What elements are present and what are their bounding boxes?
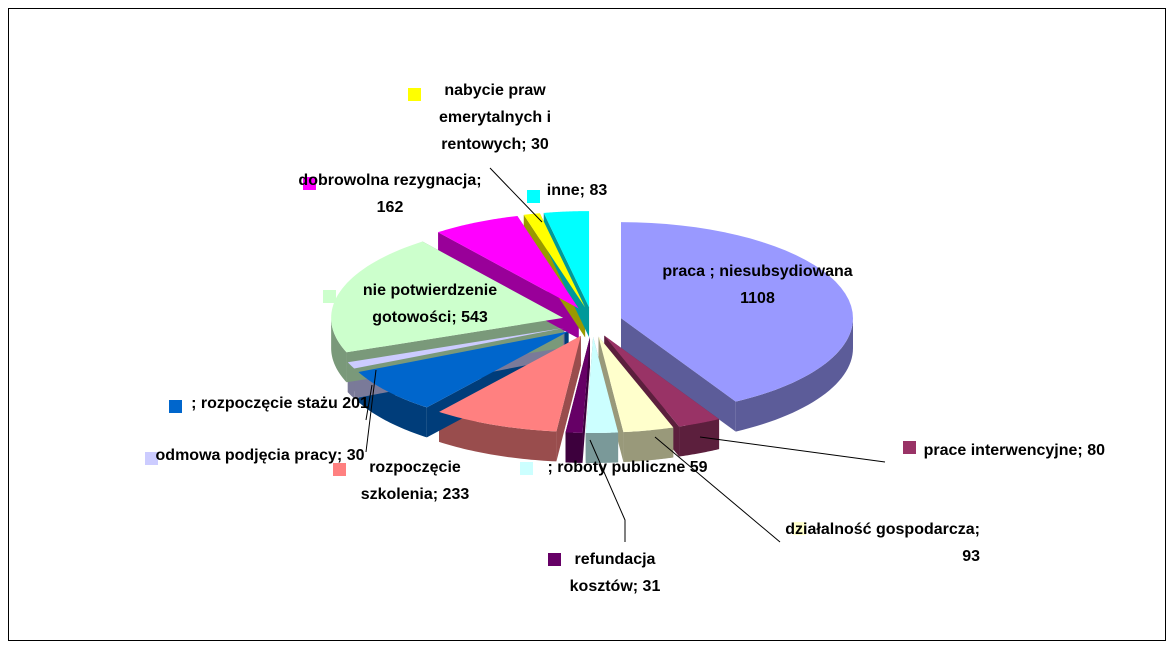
data-label: prace interwencyjne; 80	[890, 437, 1105, 464]
label-category: praca ; niesubsydiowana	[662, 263, 853, 280]
slice-side	[735, 318, 854, 432]
label-value: 1108	[740, 290, 775, 307]
data-label: nie potwierdzenie gotowości; 543	[330, 277, 530, 331]
label-value: 543	[461, 309, 488, 326]
legend-key	[303, 177, 316, 190]
legend-key	[903, 441, 916, 454]
slice	[358, 331, 569, 408]
legend-key	[408, 88, 421, 101]
slice	[347, 327, 565, 369]
slice	[439, 335, 581, 432]
legend-key	[323, 290, 336, 303]
leader-line	[365, 369, 377, 453]
label-value: 93	[962, 548, 980, 565]
data-label: dobrowolna rezygnacja; 162	[295, 167, 485, 221]
label-category: działalność gospodarcza;	[785, 521, 980, 538]
data-label: odmowa podjęcia pracy; 30	[140, 442, 380, 469]
slice	[331, 241, 564, 353]
data-label: inne; 83	[522, 177, 632, 204]
leader-line	[589, 439, 626, 542]
slice-side	[565, 432, 583, 463]
label-category: dobrowolna rezygnacja;	[298, 172, 482, 189]
slice	[585, 336, 619, 433]
label-value: 59	[689, 459, 708, 476]
slice	[438, 215, 579, 309]
slice	[543, 211, 590, 308]
label-category: refundacja kosztów;	[569, 551, 656, 595]
data-label: rozpoczęcie szkolenia; 233	[330, 454, 500, 508]
data-label: refundacja kosztów; 31	[540, 546, 690, 600]
leader-line	[699, 436, 886, 463]
label-value: 83	[589, 182, 608, 199]
slice-wall	[621, 318, 736, 432]
label-value: 201	[342, 395, 369, 412]
leader-line	[365, 384, 373, 421]
legend-key	[548, 553, 561, 566]
legend-key	[145, 452, 158, 465]
slice-side	[331, 317, 347, 383]
label-category: nabycie praw emerytalnych i rentowych;	[438, 82, 552, 153]
label-value: 30	[531, 136, 549, 153]
data-label: ; roboty publiczne 59	[515, 454, 740, 481]
slice	[604, 335, 720, 427]
data-label: nabycie praw emerytalnych i rentowych; 3…	[400, 77, 590, 158]
label-category: rozpoczęcie szkolenia;	[360, 459, 461, 503]
label-category: prace interwencyjne;	[923, 442, 1083, 459]
data-label: praca ; niesubsydiowana 1108	[650, 258, 865, 312]
legend-key	[793, 522, 806, 535]
label-category: odmowa podjęcia pracy;	[155, 447, 343, 464]
label-value: 31	[642, 578, 661, 595]
legend-key	[333, 463, 346, 476]
legend-key	[520, 462, 533, 475]
label-value: 233	[442, 486, 470, 503]
data-label: ; rozpoczęcie stażu 201	[165, 390, 395, 417]
leader-line	[654, 436, 781, 543]
slice-side	[679, 419, 720, 457]
slice-side	[439, 411, 557, 462]
label-category: inne;	[546, 182, 585, 199]
label-value: 162	[376, 199, 404, 216]
legend-key	[169, 400, 182, 413]
slice	[523, 213, 586, 308]
label-value: 80	[1087, 442, 1105, 459]
label-category: nie potwierdzenie gotowości;	[362, 282, 498, 326]
slice	[598, 336, 674, 433]
slice	[565, 336, 590, 433]
slice-side	[585, 432, 619, 463]
leader-line	[489, 167, 543, 223]
slice	[621, 222, 853, 402]
legend-key	[527, 190, 540, 203]
label-category: ; rozpoczęcie stażu	[191, 395, 338, 412]
slice-side	[623, 427, 674, 463]
label-category: ; roboty publiczne	[547, 459, 686, 476]
data-label: działalność gospodarcza; 93	[780, 516, 980, 570]
label-value: 30	[346, 447, 365, 464]
